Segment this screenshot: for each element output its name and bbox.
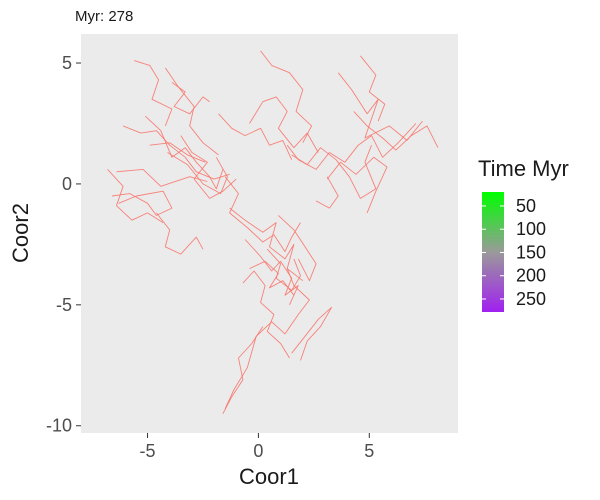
series-line-21 xyxy=(360,55,386,122)
series-line-26 xyxy=(249,260,295,296)
series-line-27 xyxy=(266,248,301,291)
legend-label-1: 50 xyxy=(516,196,536,216)
series-line-13 xyxy=(218,113,293,160)
series-line-14 xyxy=(249,96,319,153)
series-line-30 xyxy=(224,268,310,409)
series-line-22 xyxy=(315,176,339,209)
legend: Time Myr 50 100 150 200 250 xyxy=(478,156,569,312)
legend-title: Time Myr xyxy=(478,156,569,181)
series-line-5 xyxy=(164,67,219,156)
legend-ticks: 50 100 150 200 250 xyxy=(482,196,546,309)
series-line-8 xyxy=(167,152,228,195)
chart-subtitle: Myr: 278 xyxy=(75,8,133,25)
legend-label-2: 100 xyxy=(516,219,546,239)
series-line-6 xyxy=(134,60,173,127)
series-line-12 xyxy=(149,142,206,163)
legend-label-5: 250 xyxy=(516,289,546,309)
series-group xyxy=(107,50,439,414)
x-tick-label-3: 5 xyxy=(364,441,374,461)
y-tick-label-2: 0 xyxy=(62,174,72,194)
y-axis: 5 0 -5 -10 xyxy=(46,53,81,436)
y-tick-label-3: -5 xyxy=(56,295,72,315)
plot-panel xyxy=(81,34,458,433)
series-line-15 xyxy=(260,50,313,144)
y-tick-label-4: -10 xyxy=(46,416,72,436)
legend-label-4: 200 xyxy=(516,266,546,286)
series-line-7 xyxy=(122,125,230,180)
x-tick-label-2: 0 xyxy=(253,441,263,461)
series-line-11 xyxy=(171,82,210,115)
series-line-29 xyxy=(222,326,264,414)
legend-colorbar xyxy=(482,192,504,312)
series-line-3 xyxy=(107,169,164,223)
series-line-32 xyxy=(278,215,317,282)
series-line-4 xyxy=(144,115,224,190)
series-line-19 xyxy=(326,156,388,214)
series-line-23 xyxy=(224,176,301,253)
series-line-9 xyxy=(156,212,204,255)
legend-label-3: 150 xyxy=(516,242,546,262)
y-axis-title: Coor2 xyxy=(8,203,33,263)
series-line-17 xyxy=(337,72,423,141)
series-line-28 xyxy=(242,270,290,359)
x-tick-label-1: -5 xyxy=(140,441,156,461)
series-line-1 xyxy=(116,168,208,187)
series-line-31 xyxy=(291,306,333,361)
series-line-18 xyxy=(353,111,439,151)
series-line-20 xyxy=(291,145,377,199)
x-axis: -5 0 5 xyxy=(140,433,374,461)
y-tick-label-1: 5 xyxy=(62,53,72,73)
series-line-24 xyxy=(229,207,304,282)
x-axis-title: Coor1 xyxy=(239,464,299,489)
series-line-10 xyxy=(180,135,237,199)
series-line-2 xyxy=(111,190,173,216)
